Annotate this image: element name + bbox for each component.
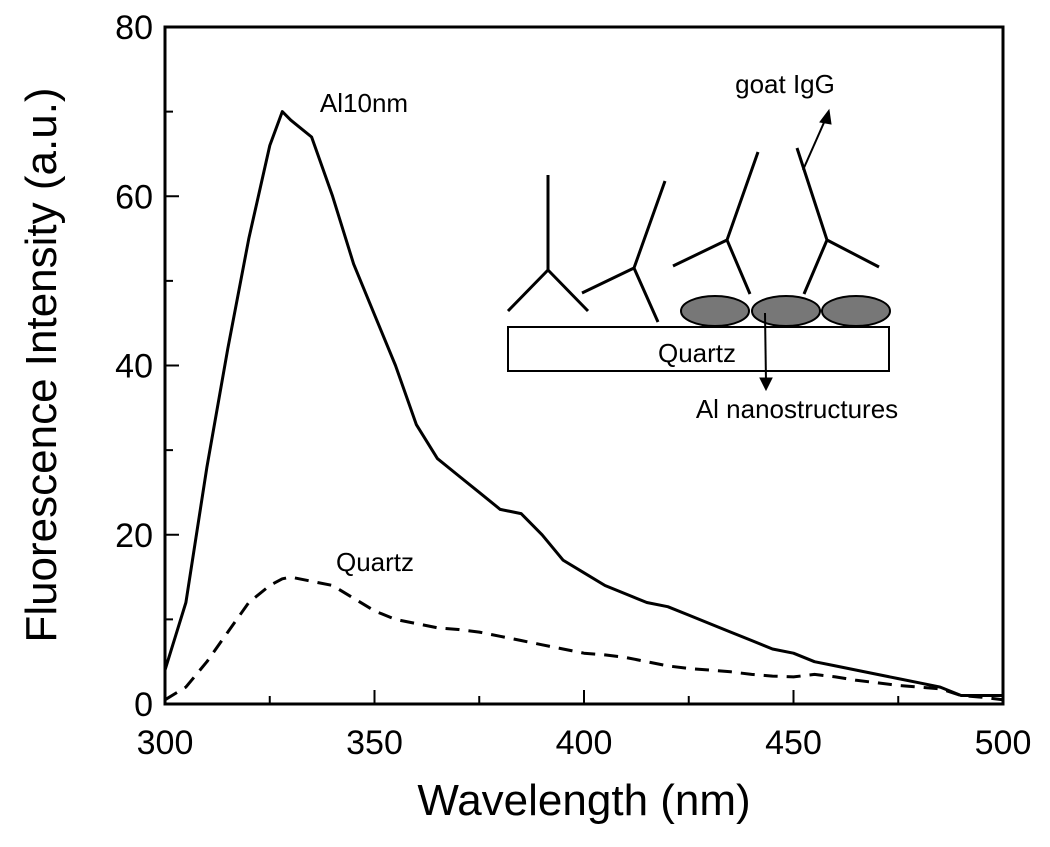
x-tick-label: 500 <box>975 724 1032 762</box>
x-tick-label: 350 <box>346 724 403 762</box>
arrowhead <box>759 377 773 392</box>
inset-label: goat IgG <box>735 69 835 99</box>
arrow <box>764 312 767 383</box>
x-tick-label: 400 <box>556 724 613 762</box>
y-tick-label: 0 <box>134 686 153 724</box>
y-axis-title: Fluorescence Intensity (a.u.) <box>17 87 66 642</box>
quartz-substrate <box>507 326 890 372</box>
inset-label: Al nanostructures <box>696 394 898 424</box>
antibody <box>672 151 760 295</box>
series-label: Quartz <box>336 547 414 577</box>
inset-diagram <box>506 108 891 392</box>
x-tick-label: 450 <box>765 724 822 762</box>
inset-label: Quartz <box>658 338 736 368</box>
data-line <box>164 575 1004 702</box>
antibody <box>581 180 667 323</box>
arrowhead <box>819 108 832 125</box>
antibody <box>795 147 880 295</box>
series-label: Al10nm <box>320 88 408 118</box>
nanoparticle <box>680 295 750 327</box>
y-tick-label: 40 <box>115 348 153 386</box>
x-tick-label: 300 <box>137 724 194 762</box>
x-axis-title: Wavelength (nm) <box>417 776 750 825</box>
plot-frame <box>163 25 1005 706</box>
y-tick-label: 20 <box>115 517 153 555</box>
antibody <box>506 175 590 313</box>
arrow <box>802 117 827 171</box>
y-tick-label: 60 <box>115 178 153 216</box>
y-tick-label: 80 <box>115 9 153 47</box>
data-line <box>163 110 1003 697</box>
nanoparticle <box>821 295 891 327</box>
nanoparticle <box>751 295 821 327</box>
